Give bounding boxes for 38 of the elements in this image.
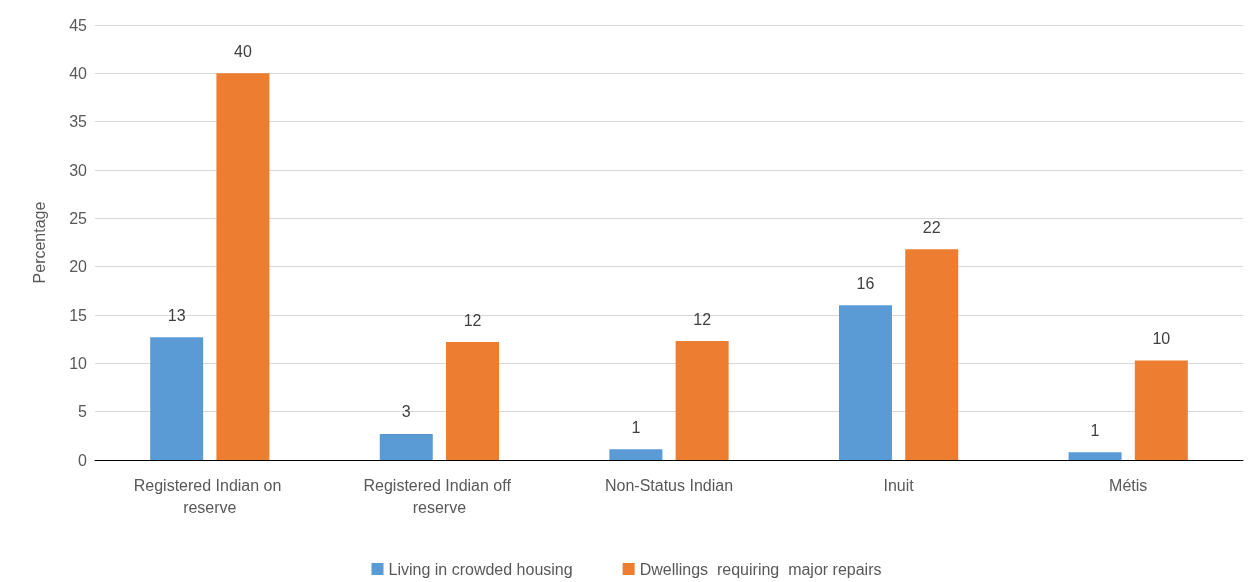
y-tick-label: 25	[69, 209, 88, 227]
data-label: 3	[401, 403, 411, 421]
bar	[1068, 452, 1122, 460]
bar	[838, 305, 892, 460]
data-label: 10	[1152, 329, 1171, 347]
bar	[216, 73, 270, 460]
bar	[609, 449, 663, 460]
bar	[675, 341, 729, 460]
data-label: 12	[693, 310, 712, 328]
y-tick-label: 35	[69, 113, 88, 131]
bar	[1134, 360, 1188, 460]
legend-label: Living in crowded housing	[388, 560, 573, 578]
y-tick-label: 15	[69, 306, 88, 324]
bar	[379, 433, 433, 460]
data-label: 40	[234, 42, 252, 60]
bar	[446, 342, 500, 460]
data-label: 16	[856, 274, 875, 292]
legend-label: Dwellings requiring major repairs	[639, 560, 882, 578]
data-label: 13	[167, 306, 186, 324]
data-label: 1	[631, 418, 641, 436]
y-tick-label: 40	[69, 64, 88, 82]
y-tick-label: 30	[69, 161, 88, 179]
x-tick-label: Métis	[1109, 476, 1148, 494]
data-label: 12	[463, 311, 482, 329]
data-label: 1	[1090, 421, 1100, 439]
y-tick-label: 5	[78, 403, 88, 421]
x-tick-label: Inuit	[883, 476, 915, 494]
x-tick-label: Non-Status Indian	[604, 476, 734, 494]
y-tick-label: 0	[78, 451, 88, 469]
y-axis-title: Percentage	[30, 201, 48, 284]
bar	[150, 337, 204, 460]
x-tick-label: Registered Indian off reserve	[363, 476, 516, 516]
x-tick-label: Registered Indian on reserve	[133, 476, 286, 516]
y-tick-label: 45	[69, 16, 88, 34]
y-tick-label: 20	[69, 258, 88, 276]
data-label: 22	[922, 218, 941, 236]
y-tick-label: 10	[69, 354, 88, 372]
bar	[905, 249, 959, 460]
